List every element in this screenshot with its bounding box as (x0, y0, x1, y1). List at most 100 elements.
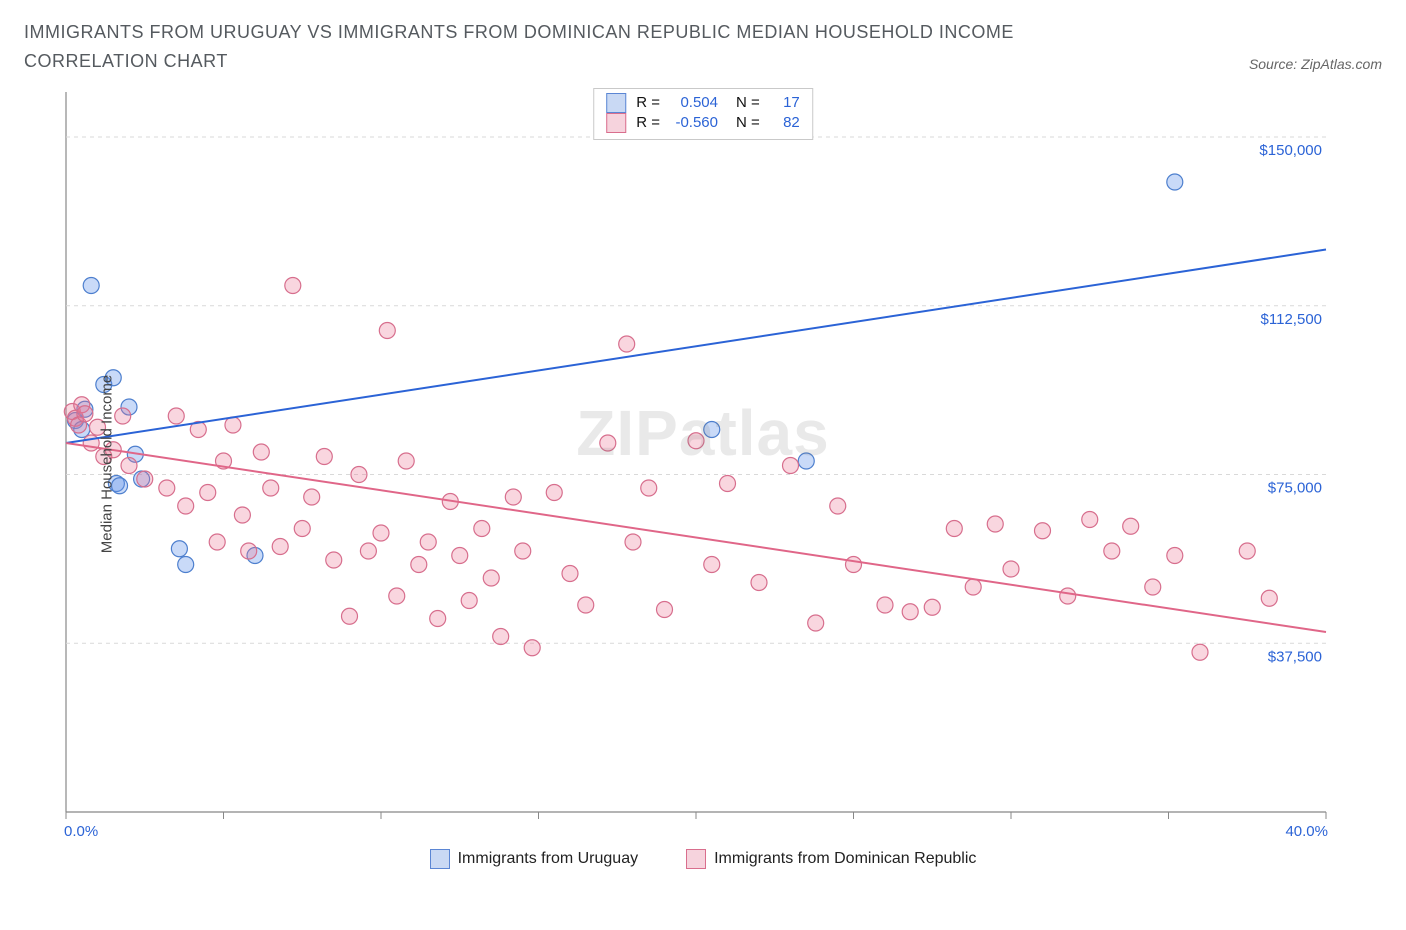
data-point-dominican (902, 603, 918, 619)
bottom-legend-dominican: Immigrants from Dominican Republic (686, 849, 976, 869)
data-point-dominican (493, 628, 509, 644)
regression-line-dominican (66, 443, 1326, 632)
data-point-dominican (77, 405, 93, 421)
y-tick-label: $75,000 (1268, 479, 1322, 496)
series-legend: Immigrants from Uruguay Immigrants from D… (24, 849, 1382, 869)
data-point-dominican (225, 417, 241, 433)
y-axis-label: Median Household Income (99, 375, 116, 553)
legend-swatch-uruguay (606, 93, 626, 113)
data-point-dominican (546, 484, 562, 500)
data-point-dominican (234, 507, 250, 523)
data-point-dominican (1003, 561, 1019, 577)
data-point-dominican (272, 538, 288, 554)
data-point-uruguay (704, 421, 720, 437)
data-point-dominican (688, 432, 704, 448)
data-point-dominican (452, 547, 468, 563)
data-point-dominican (1261, 590, 1277, 606)
data-point-dominican (505, 489, 521, 505)
data-point-dominican (461, 592, 477, 608)
x-min-label: 0.0% (64, 823, 98, 840)
legend-row-dominican: R =-0.560N =82 (606, 113, 800, 133)
x-max-label: 40.0% (1285, 823, 1328, 840)
data-point-uruguay (178, 556, 194, 572)
legend-row-uruguay: R =0.504N =17 (606, 93, 800, 113)
data-point-dominican (562, 565, 578, 581)
data-point-dominican (877, 597, 893, 613)
legend-swatch-dominican-bottom (686, 849, 706, 869)
correlation-legend: R =0.504N =17R =-0.560N =82 (593, 88, 813, 140)
y-tick-label: $150,000 (1259, 142, 1322, 159)
data-point-dominican (253, 444, 269, 460)
data-point-dominican (524, 639, 540, 655)
data-point-dominican (1192, 644, 1208, 660)
data-point-dominican (351, 466, 367, 482)
data-point-dominican (1035, 522, 1051, 538)
data-point-dominican (398, 453, 414, 469)
data-point-dominican (1082, 511, 1098, 527)
data-point-dominican (808, 615, 824, 631)
data-point-dominican (294, 520, 310, 536)
data-point-dominican (1239, 543, 1255, 559)
data-point-dominican (625, 534, 641, 550)
data-point-uruguay (171, 540, 187, 556)
data-point-dominican (430, 610, 446, 626)
data-point-dominican (115, 408, 131, 424)
data-point-dominican (1145, 579, 1161, 595)
data-point-dominican (285, 277, 301, 293)
data-point-dominican (600, 435, 616, 451)
data-point-uruguay (1167, 174, 1183, 190)
data-point-dominican (965, 579, 981, 595)
data-point-dominican (137, 471, 153, 487)
data-point-dominican (987, 516, 1003, 532)
data-point-dominican (168, 408, 184, 424)
data-point-dominican (1104, 543, 1120, 559)
regression-line-uruguay (66, 249, 1326, 443)
data-point-uruguay (798, 453, 814, 469)
data-point-dominican (304, 489, 320, 505)
data-point-dominican (846, 556, 862, 572)
data-point-dominican (360, 543, 376, 559)
chart-container: Median Household Income $37,500 $75,000 $1… (24, 82, 1382, 847)
data-point-dominican (946, 520, 962, 536)
y-tick-label: $112,500 (1261, 310, 1322, 327)
data-point-dominican (830, 498, 846, 514)
data-point-dominican (316, 448, 332, 464)
data-point-dominican (178, 498, 194, 514)
data-point-dominican (373, 525, 389, 541)
data-point-dominican (474, 520, 490, 536)
data-point-dominican (657, 601, 673, 617)
chart-source: Source: ZipAtlas.com (1249, 56, 1382, 76)
legend-swatch-dominican (606, 113, 626, 133)
data-point-dominican (704, 556, 720, 572)
bottom-legend-uruguay: Immigrants from Uruguay (430, 849, 639, 869)
data-point-dominican (578, 597, 594, 613)
data-point-dominican (389, 588, 405, 604)
data-point-dominican (619, 336, 635, 352)
data-point-dominican (1167, 547, 1183, 563)
data-point-dominican (783, 457, 799, 473)
data-point-dominican (411, 556, 427, 572)
data-point-dominican (720, 475, 736, 491)
data-point-dominican (1123, 518, 1139, 534)
data-point-dominican (641, 480, 657, 496)
data-point-dominican (209, 534, 225, 550)
data-point-dominican (751, 574, 767, 590)
data-point-dominican (420, 534, 436, 550)
data-point-dominican (121, 457, 137, 473)
chart-title: IMMIGRANTS FROM URUGUAY VS IMMIGRANTS FR… (24, 18, 1094, 76)
data-point-dominican (515, 543, 531, 559)
data-point-uruguay (83, 277, 99, 293)
data-point-dominican (924, 599, 940, 615)
scatter-chart: $37,500 $75,000 $112,500 $150,000 0.0% 40.0% (24, 82, 1344, 842)
data-point-dominican (263, 480, 279, 496)
y-tick-label: $37,500 (1268, 648, 1322, 665)
data-point-dominican (326, 552, 342, 568)
data-point-dominican (159, 480, 175, 496)
data-point-dominican (379, 322, 395, 338)
data-point-dominican (483, 570, 499, 586)
data-point-dominican (200, 484, 216, 500)
data-point-dominican (1060, 588, 1076, 604)
data-point-dominican (342, 608, 358, 624)
legend-swatch-uruguay-bottom (430, 849, 450, 869)
data-point-dominican (241, 543, 257, 559)
